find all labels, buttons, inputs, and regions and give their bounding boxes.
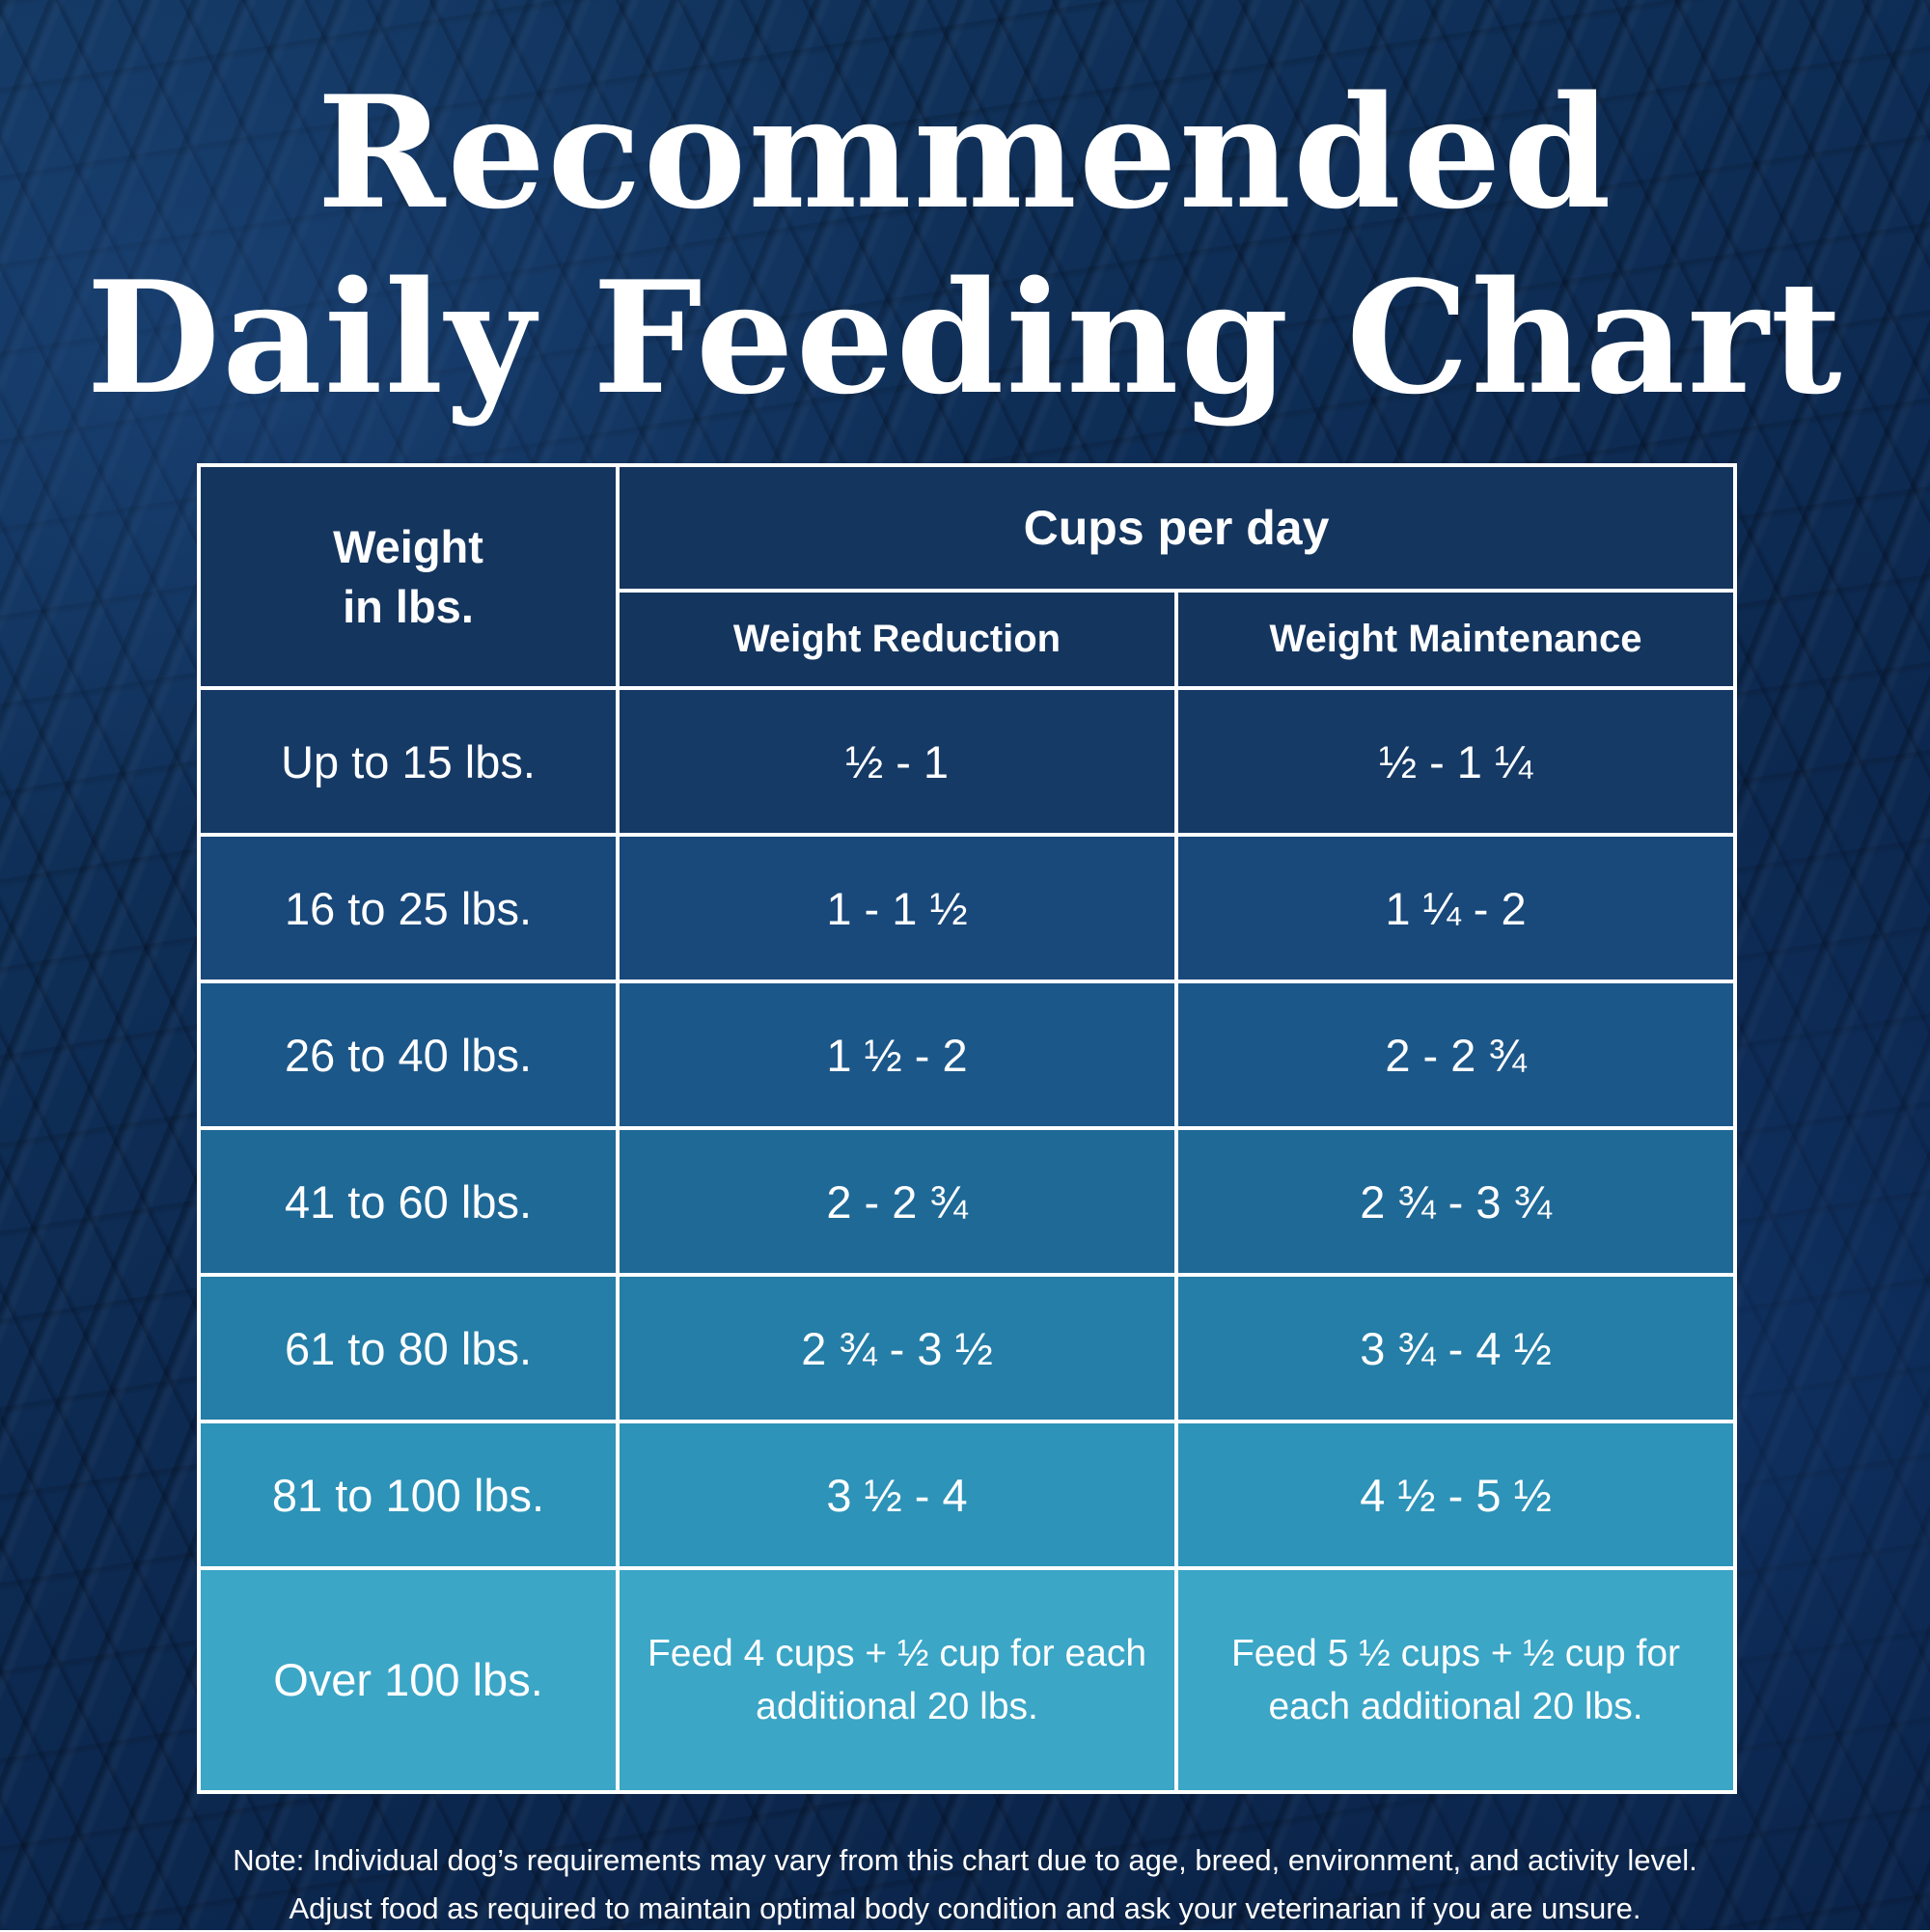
footnote: Note: Individual dog’s requirements may …: [0, 1836, 1930, 1932]
weight-cell: Over 100 lbs.: [197, 1566, 620, 1794]
reduction-cell: 2 ¾ - 3 ½: [616, 1273, 1178, 1423]
maintenance-cell: 2 ¾ - 3 ¾: [1174, 1126, 1737, 1277]
weight-column-header: Weight in lbs.: [197, 463, 620, 690]
page-title-line1: Recommended: [317, 62, 1613, 243]
feeding-table-container: Weight in lbs. Cups per day Weight Reduc…: [197, 463, 1737, 1794]
table-row: 61 to 80 lbs. 2 ¾ - 3 ½ 3 ¾ - 4 ½: [197, 1273, 1737, 1423]
table-row: 81 to 100 lbs. 3 ½ - 4 4 ½ - 5 ½: [197, 1420, 1737, 1570]
table-row: Over 100 lbs. Feed 4 cups + ½ cup for ea…: [197, 1566, 1737, 1794]
table-row: Up to 15 lbs. ½ - 1 ½ - 1 ¼: [197, 686, 1737, 837]
weight-cell: Up to 15 lbs.: [197, 686, 620, 837]
weight-cell: 61 to 80 lbs.: [197, 1273, 620, 1423]
maintenance-cell: 2 - 2 ¾: [1174, 980, 1737, 1130]
table-row: 16 to 25 lbs. 1 - 1 ½ 1 ¼ - 2: [197, 833, 1737, 983]
reduction-cell: ½ - 1: [616, 686, 1178, 837]
maintenance-cell: 4 ½ - 5 ½: [1174, 1420, 1737, 1570]
reduction-cell: 1 ½ - 2: [616, 980, 1178, 1130]
weight-reduction-header: Weight Reduction: [616, 589, 1178, 690]
footnote-line2: Adjust food as required to maintain opti…: [289, 1891, 1641, 1925]
page-title-line2: Daily Feeding Chart: [86, 247, 1844, 428]
reduction-cell: Feed 4 cups + ½ cup for each additional …: [616, 1566, 1178, 1794]
maintenance-cell: 3 ¾ - 4 ½: [1174, 1273, 1737, 1423]
table-row: 41 to 60 lbs. 2 - 2 ¾ 2 ¾ - 3 ¾: [197, 1126, 1737, 1277]
cups-per-day-header: Cups per day: [616, 463, 1737, 593]
weight-maintenance-header: Weight Maintenance: [1174, 589, 1737, 690]
reduction-cell: 1 - 1 ½: [616, 833, 1178, 983]
footnote-line1: Note: Individual dog’s requirements may …: [233, 1843, 1697, 1877]
table-row: 26 to 40 lbs. 1 ½ - 2 2 - 2 ¾: [197, 980, 1737, 1130]
maintenance-cell: Feed 5 ½ cups + ½ cup for each additiona…: [1174, 1566, 1737, 1794]
reduction-cell: 2 - 2 ¾: [616, 1126, 1178, 1277]
weight-cell: 41 to 60 lbs.: [197, 1126, 620, 1277]
page-title: Recommended Daily Feeding Chart: [0, 0, 1930, 430]
maintenance-cell: 1 ¼ - 2: [1174, 833, 1737, 983]
weight-cell: 26 to 40 lbs.: [197, 980, 620, 1130]
weight-cell: 81 to 100 lbs.: [197, 1420, 620, 1570]
weight-cell: 16 to 25 lbs.: [197, 833, 620, 983]
weight-column-header-line2: in lbs.: [343, 580, 474, 632]
maintenance-cell: ½ - 1 ¼: [1174, 686, 1737, 837]
weight-column-header-line1: Weight: [333, 521, 483, 573]
feeding-table: Weight in lbs. Cups per day Weight Reduc…: [197, 463, 1737, 1794]
reduction-cell: 3 ½ - 4: [616, 1420, 1178, 1570]
